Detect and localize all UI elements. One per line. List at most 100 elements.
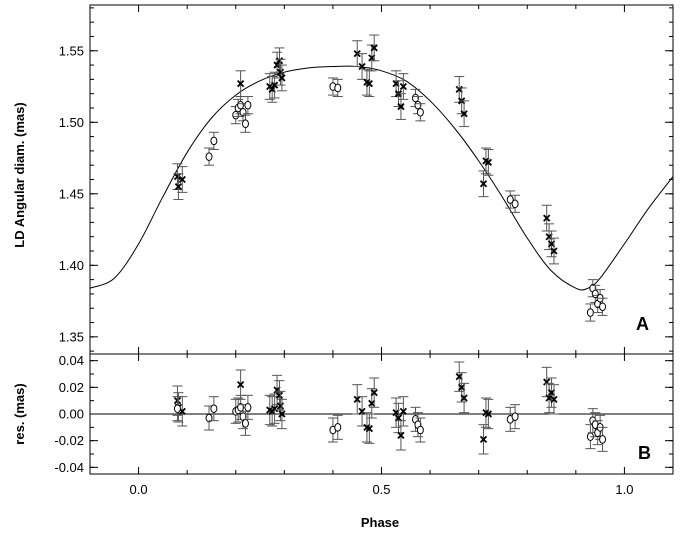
circle-marker — [416, 107, 424, 117]
circle-marker — [205, 152, 213, 161]
y-tick-label: -0.04 — [54, 460, 84, 475]
panel-b-label: B — [638, 443, 651, 463]
circle-marker — [173, 404, 181, 413]
cross-marker — [270, 405, 279, 413]
circle-marker — [511, 412, 519, 421]
y-tick-label: 1.55 — [59, 43, 84, 58]
panel-b: -0.04 -0.02 0.00 0.02 0.04 B res. (mas) — [12, 353, 674, 475]
data-point-circle — [510, 194, 521, 213]
model-curve — [89, 65, 674, 291]
circle-marker — [599, 435, 607, 444]
circle-marker — [205, 413, 213, 423]
cross-marker — [479, 180, 488, 188]
data-point-cross — [391, 397, 402, 428]
data-point-cross — [357, 53, 368, 80]
data-point-cross — [398, 396, 409, 427]
panel-a-y-tick-labels: 1.35 1.40 1.45 1.50 1.55 — [59, 43, 84, 344]
data-point-cross — [398, 73, 409, 100]
y-axis-title-b: res. (mas) — [12, 383, 27, 444]
data-point-cross — [274, 47, 285, 75]
cross-marker — [270, 81, 279, 89]
cross-marker — [370, 389, 378, 397]
cross-marker — [278, 410, 286, 418]
data-point-cross — [364, 413, 375, 444]
cross-marker — [236, 381, 245, 389]
circle-marker — [334, 83, 342, 93]
cross-marker — [365, 425, 373, 433]
panel-a-ticks — [89, 5, 674, 354]
y-tick-label: 0.00 — [59, 407, 84, 422]
data-point-circle — [505, 190, 516, 209]
panel-a-label: A — [636, 314, 649, 334]
circle-marker — [511, 199, 519, 209]
data-point-circle — [510, 404, 521, 430]
data-point-circle — [242, 394, 253, 420]
circle-marker — [416, 425, 424, 435]
data-point-cross — [275, 58, 286, 86]
circle-marker — [210, 404, 218, 413]
y-tick-label: 1.35 — [59, 329, 84, 344]
data-point-circle — [332, 78, 343, 98]
circle-marker — [334, 423, 342, 432]
cross-marker — [397, 102, 405, 111]
data-point-cross — [459, 382, 470, 414]
data-point-circle — [204, 147, 215, 166]
cross-marker — [353, 395, 361, 403]
data-point-circle — [242, 96, 253, 115]
x-axis-title: Phase — [361, 515, 399, 530]
cross-marker — [236, 80, 245, 88]
cross-marker — [178, 407, 186, 415]
data-point-cross — [269, 393, 280, 424]
cross-marker — [276, 402, 285, 410]
cross-marker — [460, 394, 468, 402]
data-point-cross — [269, 71, 280, 99]
cross-marker — [484, 410, 493, 418]
cross-marker — [173, 173, 182, 181]
data-point-circle — [240, 114, 251, 133]
cross-marker — [550, 247, 558, 255]
cross-marker — [399, 82, 407, 91]
circle-marker — [244, 100, 252, 110]
cross-marker — [484, 158, 493, 166]
data-point-circle — [597, 426, 608, 452]
data-point-cross — [177, 166, 188, 193]
x-tick-label: 1.0 — [615, 482, 633, 497]
cross-marker — [278, 74, 286, 82]
cross-marker — [178, 175, 186, 184]
data-point-cross — [395, 420, 406, 451]
data-point-circle — [332, 414, 343, 440]
x-tick-label: 0.5 — [372, 482, 390, 497]
data-point-cross — [548, 384, 559, 415]
cross-marker — [397, 431, 405, 439]
data-point-circle — [415, 103, 426, 122]
y-tick-label: 1.45 — [59, 186, 84, 201]
data-point-cross — [276, 398, 287, 430]
y-axis-title-a: LD Angular diam. (mas) — [12, 102, 27, 247]
cross-marker — [550, 395, 558, 403]
panel-a: 1.35 1.40 1.45 1.50 1.55 A LD Angular diam. … — [12, 4, 674, 355]
y-tick-label: 0.04 — [59, 353, 84, 368]
y-tick-label: 1.50 — [59, 115, 84, 130]
circle-marker — [244, 403, 252, 412]
cross-marker — [543, 214, 551, 222]
cross-marker — [276, 68, 285, 76]
data-point-cross — [548, 237, 559, 265]
data-point-circle — [204, 405, 215, 431]
cross-marker — [370, 44, 378, 52]
data-point-cross — [393, 402, 404, 434]
data-point-cross — [483, 398, 494, 430]
panel-b-y-tick-labels: -0.04 -0.02 0.00 0.02 0.04 — [54, 353, 84, 475]
data-point-cross — [173, 173, 184, 201]
cross-marker — [358, 407, 366, 415]
x-tick-labels: 0.0 0.5 1.0 — [130, 482, 634, 497]
data-point-cross — [459, 100, 470, 128]
cross-marker — [358, 62, 366, 71]
data-point-cross — [235, 70, 246, 98]
circle-marker — [586, 308, 594, 317]
data-point-cross — [369, 377, 380, 408]
cross-marker — [543, 378, 551, 386]
circle-marker — [599, 302, 607, 312]
data-point-circle — [208, 131, 219, 150]
y-tick-label: -0.02 — [54, 433, 84, 448]
